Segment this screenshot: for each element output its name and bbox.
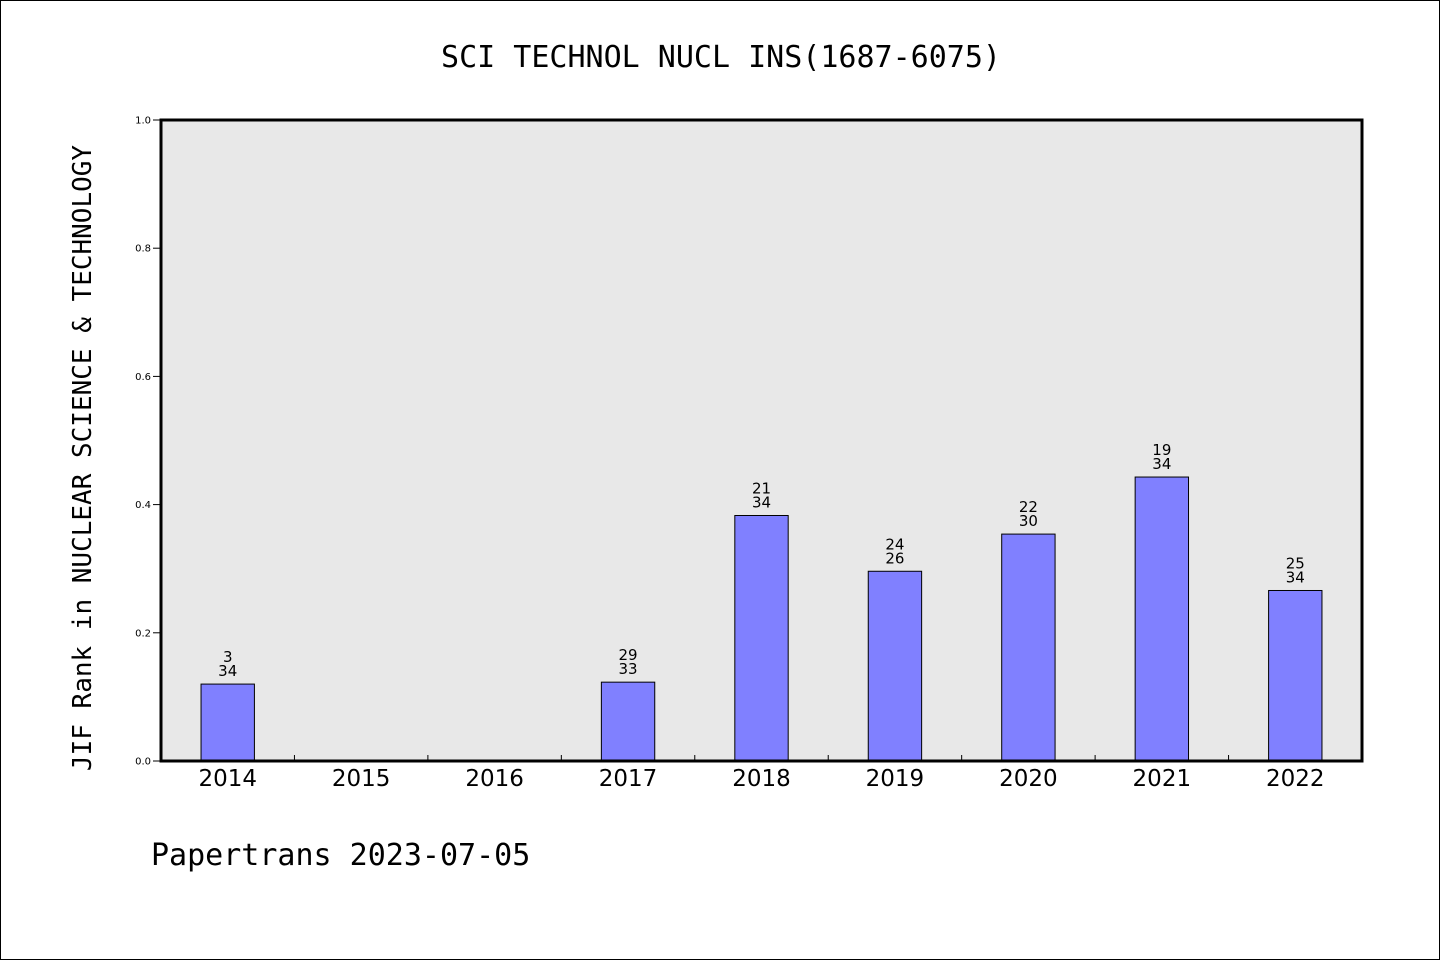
data-label-total-2021: 34	[1152, 455, 1171, 473]
x-tick-label-2015: 2015	[332, 766, 391, 792]
plot-border	[159, 118, 1364, 763]
bar-2014	[200, 683, 255, 762]
x-tick-label-2022: 2022	[1266, 766, 1325, 792]
y-tick-label: 0.0	[135, 757, 151, 768]
bar-2019	[867, 570, 923, 762]
data-label-total-2014: 34	[218, 662, 237, 680]
chart-title: SCI TECHNOL NUCL INS(1687-6075)	[441, 40, 1001, 75]
y-tick-label: 0.6	[135, 372, 151, 383]
data-label-rank-2019: 24	[885, 535, 904, 553]
data-label-rank-2020: 22	[1019, 498, 1038, 516]
data-label-total-2022: 34	[1286, 568, 1305, 586]
axes-group: 2014 2015 2016 2017 2018 2019 2020 2021 2022 0.0 0…	[135, 116, 1324, 793]
data-label-total-2019: 26	[885, 549, 904, 567]
x-tick-label-2019: 2019	[866, 766, 925, 792]
bar-2021	[1134, 476, 1190, 762]
y-tick-label: 0.8	[135, 244, 151, 255]
x-tick-label-2021: 2021	[1133, 766, 1192, 792]
data-label-rank-2018: 21	[752, 479, 771, 497]
bar-2022	[1268, 589, 1323, 762]
y-axis-label: JIF Rank in NUCLEAR SCIENCE & TECHNOLOGY	[68, 145, 98, 771]
x-tick-label-2020: 2020	[999, 766, 1058, 792]
y-tick-label: 0.2	[135, 628, 151, 639]
data-label-rank-2022: 25	[1286, 554, 1305, 572]
x-tick-label-2017: 2017	[599, 766, 658, 792]
data-label-rank-2017: 29	[619, 646, 638, 664]
x-tick-label-2018: 2018	[732, 766, 791, 792]
y-tick-label: 0.4	[135, 500, 151, 511]
footer-text: Papertrans 2023-07-05	[151, 838, 530, 873]
bar-2018	[734, 514, 789, 762]
data-label-total-2020: 30	[1019, 512, 1038, 530]
data-label-rank-2021: 19	[1152, 441, 1171, 459]
data-label-total-2017: 33	[619, 660, 638, 678]
data-label-rank-2014: 3	[223, 648, 233, 666]
x-tick-label-2014: 2014	[198, 766, 257, 792]
bar-2017	[600, 681, 656, 762]
y-tick-label: 1.0	[135, 116, 151, 127]
data-label-total-2018: 34	[752, 493, 771, 511]
x-tick-label-2016: 2016	[465, 766, 524, 792]
bar-2020	[1001, 533, 1056, 762]
